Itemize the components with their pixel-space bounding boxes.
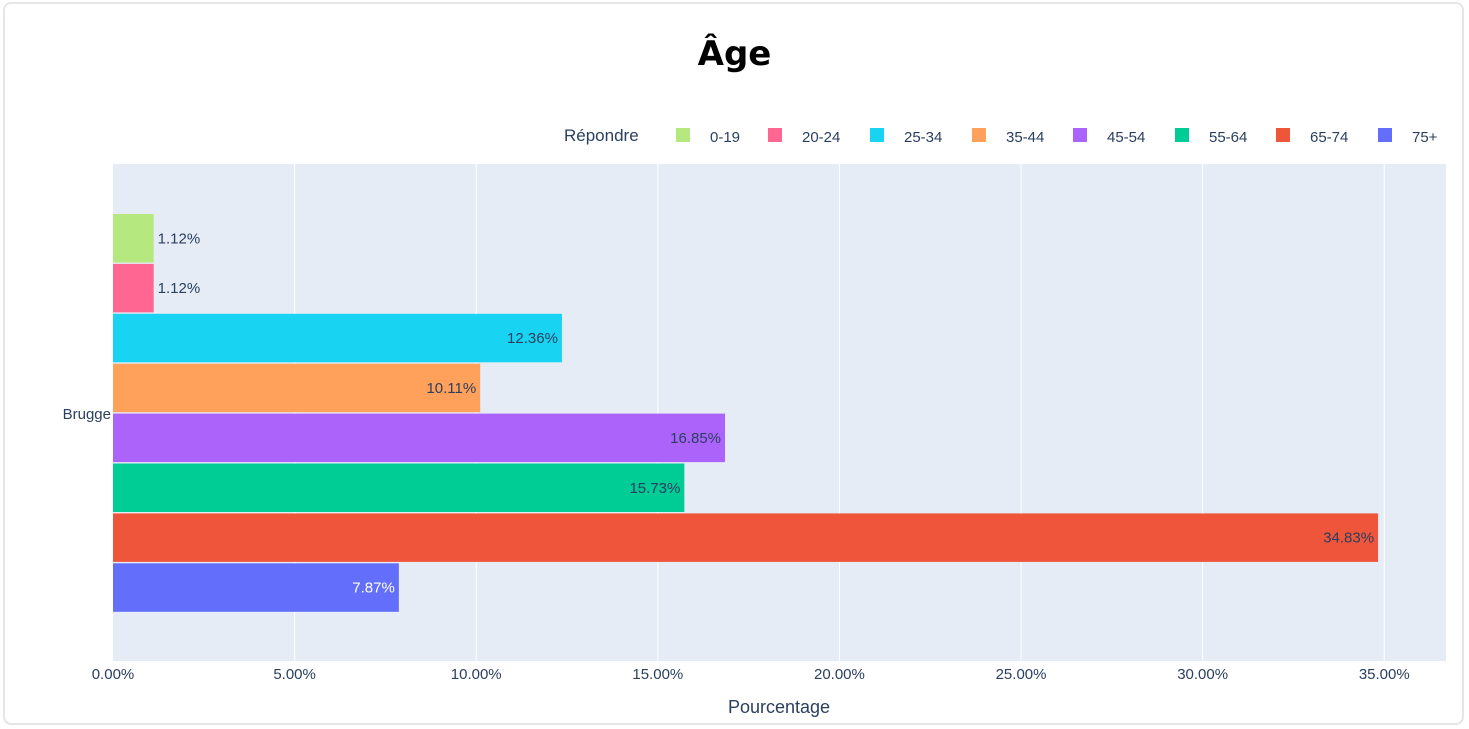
bar-value-label: 15.73% bbox=[629, 480, 680, 497]
bar-25-34 bbox=[113, 313, 562, 363]
legend-swatch[interactable] bbox=[1276, 128, 1290, 142]
bar-65-74 bbox=[113, 513, 1379, 562]
legend-swatch[interactable] bbox=[1073, 128, 1087, 142]
legend-swatch[interactable] bbox=[676, 128, 690, 142]
legend-item-label[interactable]: 55-64 bbox=[1209, 129, 1247, 146]
x-axis-label: Pourcentage bbox=[728, 697, 830, 717]
legend-title: Répondre bbox=[564, 126, 639, 145]
x-tick-label: 5.00% bbox=[273, 666, 316, 683]
chart-title: Âge bbox=[697, 34, 772, 74]
bar-value-label: 1.12% bbox=[158, 230, 201, 247]
legend-item-label[interactable]: 25-34 bbox=[904, 129, 942, 146]
legend-swatch[interactable] bbox=[1175, 128, 1189, 142]
bars: 1.12% 1.12% 12.36% 10.11% 16.85% 15.73% 34.83%… bbox=[113, 214, 1379, 612]
bar-value-label: 16.85% bbox=[670, 430, 721, 447]
x-tick-labels: 0.00% 5.00% 10.00% 15.00% 20.00% 25.00% 30.00%… bbox=[92, 666, 1410, 683]
bar-75+ bbox=[113, 563, 399, 612]
legend-item-label[interactable]: 20-24 bbox=[802, 129, 840, 146]
x-tick-label: 10.00% bbox=[451, 666, 502, 683]
legend-swatch[interactable] bbox=[768, 128, 782, 142]
bar-value-label: 34.83% bbox=[1323, 530, 1374, 547]
x-tick-label: 35.00% bbox=[1359, 666, 1410, 683]
bar-35-44 bbox=[113, 363, 481, 413]
legend: Répondre 0-19 20-24 25-34 35-44 45-54 55-64 65… bbox=[564, 126, 1438, 146]
x-tick-label: 30.00% bbox=[1177, 666, 1228, 683]
bar-0-19 bbox=[113, 214, 154, 263]
bar-20-24 bbox=[113, 263, 154, 313]
x-tick-label: 15.00% bbox=[632, 666, 683, 683]
legend-swatch[interactable] bbox=[972, 128, 986, 142]
legend-swatch[interactable] bbox=[870, 128, 884, 142]
legend-item-label[interactable]: 75+ bbox=[1412, 129, 1438, 146]
legend-item-label[interactable]: 0-19 bbox=[710, 129, 740, 146]
legend-item-label[interactable]: 35-44 bbox=[1006, 129, 1044, 146]
legend-swatch[interactable] bbox=[1378, 128, 1392, 142]
y-category-label: Brugge bbox=[63, 406, 111, 423]
bar-value-label: 12.36% bbox=[507, 330, 558, 347]
legend-item-label[interactable]: 65-74 bbox=[1310, 129, 1348, 146]
x-tick-label: 0.00% bbox=[92, 666, 135, 683]
bar-value-label: 10.11% bbox=[426, 380, 476, 397]
legend-item-label[interactable]: 45-54 bbox=[1107, 129, 1145, 146]
bar-value-label: 7.87% bbox=[352, 580, 395, 597]
x-tick-label: 25.00% bbox=[996, 666, 1047, 683]
bar-55-64 bbox=[113, 463, 685, 512]
bar-45-54 bbox=[113, 413, 726, 463]
bar-value-label: 1.12% bbox=[158, 280, 201, 297]
x-tick-label: 20.00% bbox=[814, 666, 865, 683]
